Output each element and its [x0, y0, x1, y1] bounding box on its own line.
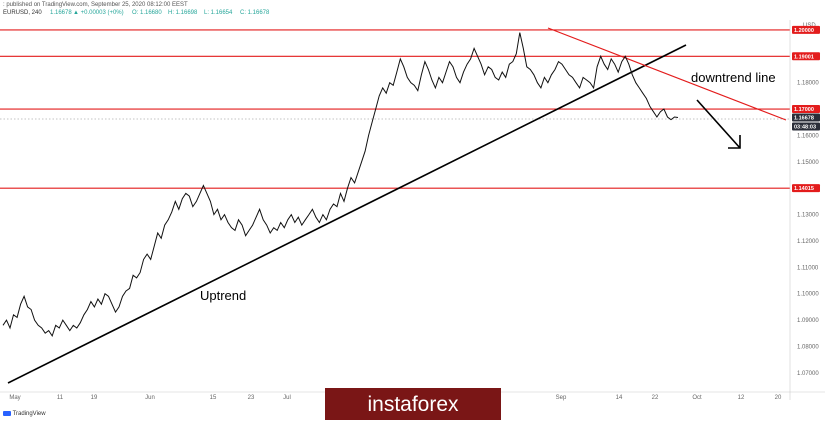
x-tick-label: 15	[210, 395, 217, 401]
x-tick-label: 20	[775, 395, 782, 401]
uptrend-line	[7, 44, 687, 384]
low-value: L: 1.16654	[204, 10, 233, 16]
time-axis-ticks: May 11 19 Jun 15 23 Jul Sep 14 22 Oct 12 20	[9, 395, 782, 401]
x-tick-label: 14	[616, 395, 623, 401]
x-tick-label: 11	[57, 395, 64, 401]
price-badges: 1.20000 1.19001 1.17000 1.14015 1.16678 03:48…	[792, 25, 820, 193]
price-change: ▲ +0.00003 (+0%)	[73, 10, 124, 16]
y-tick-label: 1.09000	[797, 318, 819, 324]
x-tick-label: May	[9, 395, 20, 401]
price-badge-label: 1.19001	[794, 54, 814, 60]
price-badge	[792, 113, 820, 122]
x-tick-label: Jun	[145, 395, 155, 401]
y-tick-label: 1.18000	[797, 81, 819, 87]
support-resistance-levels	[0, 29, 790, 189]
x-tick-label: 22	[652, 395, 659, 401]
price-axis-ticks: 1.200001.190001.180001.170001.160001.150…	[797, 28, 819, 377]
price-badge-label: 1.17000	[794, 107, 814, 113]
x-tick-label: Sep	[556, 395, 567, 401]
y-tick-label: 1.10000	[797, 292, 819, 298]
tradingview-brand: TradingView	[12, 411, 46, 417]
price-badge-label: 03:48:03	[794, 125, 816, 131]
y-tick-label: 1.08000	[797, 344, 819, 350]
y-tick-label: 1.16000	[797, 133, 819, 139]
y-tick-label: 1.15000	[797, 160, 819, 166]
x-tick-label: Oct	[692, 395, 702, 401]
uptrend-label: Uptrend	[200, 288, 246, 303]
close-value: C: 1.16678	[240, 10, 270, 16]
tradingview-logo[interactable]: TradingView	[3, 410, 46, 417]
downtrend-line	[547, 27, 787, 121]
price-badge	[792, 122, 820, 131]
x-tick-label: 12	[738, 395, 745, 401]
y-tick-label: 1.12000	[797, 239, 819, 245]
watermark-text: instaforex	[367, 393, 459, 416]
tradingview-icon	[3, 410, 11, 416]
y-tick-label: 1.07000	[797, 371, 819, 377]
high-value: H: 1.16698	[168, 10, 198, 16]
downtrend-arrow	[696, 99, 741, 149]
price-badge-label: 1.20000	[794, 28, 814, 34]
instaforex-watermark: instaforex	[325, 388, 501, 420]
price-badge	[792, 184, 820, 193]
downtrend-label: downtrend line	[691, 70, 776, 85]
price-badge	[792, 52, 820, 61]
published-note: : published on TradingView.com, Septembe…	[3, 2, 188, 8]
x-tick-label: Jul	[283, 395, 291, 401]
price-badge	[792, 105, 820, 114]
symbol-label: EURUSD, 240	[3, 10, 42, 16]
open-value: O: 1.16680	[132, 10, 162, 16]
y-tick-label: 1.11000	[797, 265, 819, 271]
price-badge-label: 1.14015	[794, 186, 814, 192]
price-badge	[792, 25, 820, 34]
price-badge-label: 1.16678	[794, 116, 814, 122]
x-tick-label: 23	[248, 395, 255, 401]
last-price: 1.16678	[50, 10, 72, 16]
x-tick-label: 19	[91, 395, 98, 401]
y-tick-label: 1.13000	[797, 213, 819, 219]
price-series-line	[2, 32, 679, 338]
